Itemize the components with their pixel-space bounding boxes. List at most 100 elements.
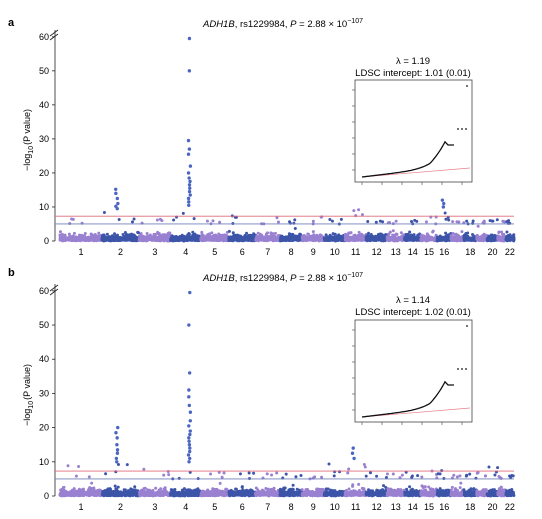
snp-point — [360, 237, 364, 241]
snp-point — [145, 231, 149, 235]
snp-point — [295, 236, 299, 240]
snp-point — [119, 238, 123, 242]
snp-point — [413, 218, 417, 222]
lead-snp-point — [187, 36, 192, 41]
chromosome-13-points — [385, 219, 406, 243]
snp-point — [210, 231, 214, 235]
snp-point — [339, 238, 343, 242]
snp-point — [350, 236, 354, 240]
chromosome-5-points — [199, 219, 231, 243]
snp-point — [256, 231, 260, 235]
x-tick-label: 4 — [183, 247, 188, 257]
snp-point — [174, 236, 178, 240]
snp-point — [77, 487, 81, 491]
snp-point — [102, 211, 106, 215]
lead-snp-point — [187, 189, 192, 194]
snp-point — [379, 237, 383, 241]
snp-point — [87, 475, 91, 479]
snp-point — [74, 474, 78, 478]
chromosome-7-points — [254, 216, 282, 243]
snp-point — [395, 238, 399, 242]
lead-snp-point — [187, 203, 191, 207]
snp-point — [77, 464, 81, 468]
snp-point — [497, 230, 501, 234]
snp-point — [392, 234, 396, 238]
snp-point — [220, 235, 224, 239]
x-tick-label: 16 — [439, 247, 449, 257]
x-axis: 1 2 3 4 5 6 7 8 9 10 11 12 13 14 15 16 18 20 22 — [78, 247, 514, 257]
panel-label: b — [8, 267, 15, 279]
lambda-label: λ = 1.19 — [396, 56, 430, 67]
snp-point — [337, 235, 341, 239]
snp-point — [58, 233, 62, 237]
snp-point — [91, 489, 95, 493]
snp-point — [357, 208, 361, 212]
snp-point — [109, 487, 113, 491]
snp-point — [471, 219, 475, 223]
snp-point — [132, 236, 136, 240]
lead-snp-point — [187, 200, 191, 204]
snp-point — [72, 231, 76, 235]
snp-point — [108, 237, 112, 241]
chromosome-2-points — [101, 425, 141, 498]
qq-point — [457, 128, 459, 130]
panel-label: a — [8, 17, 15, 29]
lead-snp-point — [115, 206, 119, 211]
snp-point — [121, 232, 125, 236]
snp-point — [366, 220, 370, 223]
snp-point — [288, 220, 292, 224]
chromosome-14-points — [403, 218, 423, 243]
snp-point — [121, 238, 125, 242]
snp-point — [400, 237, 404, 241]
snp-point — [211, 219, 215, 223]
lead-snp-point — [186, 171, 191, 175]
snp-point — [286, 237, 290, 241]
snp-point — [212, 237, 216, 241]
snp-point — [123, 230, 127, 234]
snp-point — [152, 237, 156, 241]
snp-point — [286, 235, 290, 239]
snp-point — [75, 489, 79, 493]
snp-point — [161, 233, 165, 237]
snp-point — [201, 233, 205, 237]
y-tick-label: 30 — [39, 134, 49, 144]
snp-point — [490, 219, 494, 223]
snp-point — [505, 230, 509, 234]
snp-point — [466, 238, 470, 242]
snp-point — [511, 234, 515, 238]
snp-point — [129, 487, 133, 491]
snp-point — [391, 229, 395, 233]
snp-point — [79, 490, 83, 494]
snp-point — [276, 234, 280, 238]
snp-point — [58, 230, 62, 234]
x-tick-label: 9 — [311, 247, 316, 257]
x-tick-label: 15 — [424, 247, 434, 257]
snp-point — [231, 235, 235, 239]
snp-point — [387, 237, 390, 241]
snp-point — [330, 219, 334, 223]
x-tick-label: 3 — [152, 247, 157, 257]
snp-point — [466, 234, 470, 238]
snp-point — [460, 230, 464, 234]
snp-point — [311, 230, 315, 234]
axis-break — [49, 284, 59, 296]
snp-point — [276, 220, 280, 224]
snp-point — [153, 232, 157, 236]
snp-point — [105, 232, 109, 236]
snp-point — [140, 236, 144, 240]
snp-point — [444, 231, 448, 235]
x-tick-label: 12 — [372, 247, 382, 257]
snp-point — [399, 231, 403, 235]
snp-point — [451, 236, 455, 240]
snp-point — [308, 235, 312, 239]
panel-a: a ADH1B, rs1229984, P = 2.88 × 10−107 −l… — [8, 17, 516, 257]
snp-point — [326, 235, 330, 239]
snp-point — [239, 236, 243, 240]
y-tick-label: 20 — [39, 423, 49, 433]
y-tick-label: 10 — [39, 457, 49, 467]
snp-point — [98, 238, 102, 242]
snp-point — [74, 235, 78, 239]
snp-point — [193, 234, 197, 238]
